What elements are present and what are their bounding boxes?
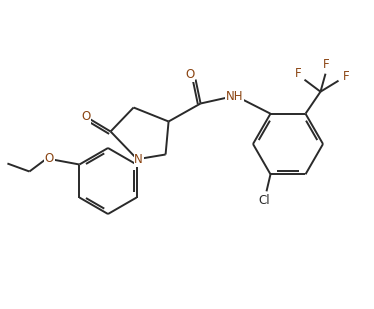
Text: O: O <box>185 68 194 81</box>
Text: Cl: Cl <box>259 194 270 207</box>
Text: O: O <box>81 110 90 123</box>
Text: NH: NH <box>226 90 243 103</box>
Text: O: O <box>45 152 54 165</box>
Text: F: F <box>295 67 302 80</box>
Text: F: F <box>323 58 330 71</box>
Text: N: N <box>134 153 143 166</box>
Text: F: F <box>343 70 350 83</box>
